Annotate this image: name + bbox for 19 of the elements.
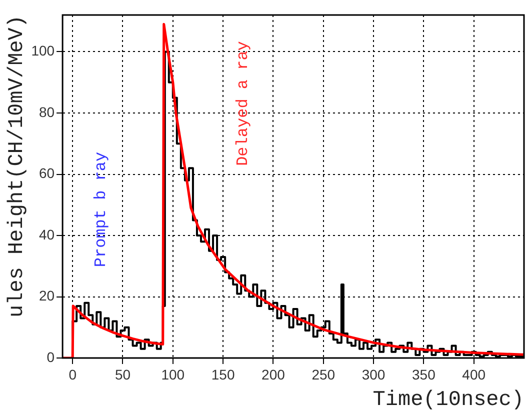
x-tick-label: 250 <box>312 366 336 382</box>
y-tick-label: 80 <box>38 104 55 120</box>
x-axis-title: Time(10nsec) <box>372 388 524 412</box>
y-tick-label: 20 <box>38 288 55 304</box>
y-tick-label: 60 <box>38 165 55 182</box>
x-tick-label: 50 <box>114 366 131 382</box>
x-tick-label: 150 <box>211 366 235 382</box>
y-tick-label: 100 <box>31 42 55 59</box>
y-tick-label: 40 <box>38 226 55 242</box>
annotation: Delayed a ray <box>234 40 252 166</box>
y-axis-title: ules Height(CH/10mV/MeV) <box>6 15 30 318</box>
x-tick-label: 0 <box>68 366 77 382</box>
x-tick-label: 100 <box>161 366 185 382</box>
annotation: Prompt b ray <box>92 151 110 268</box>
x-tick-label: 400 <box>462 366 486 382</box>
x-tick-label: 300 <box>362 366 386 382</box>
x-tick-label: 350 <box>412 366 436 382</box>
y-tick-label: 0 <box>46 348 55 365</box>
x-tick-label: 200 <box>262 366 286 382</box>
